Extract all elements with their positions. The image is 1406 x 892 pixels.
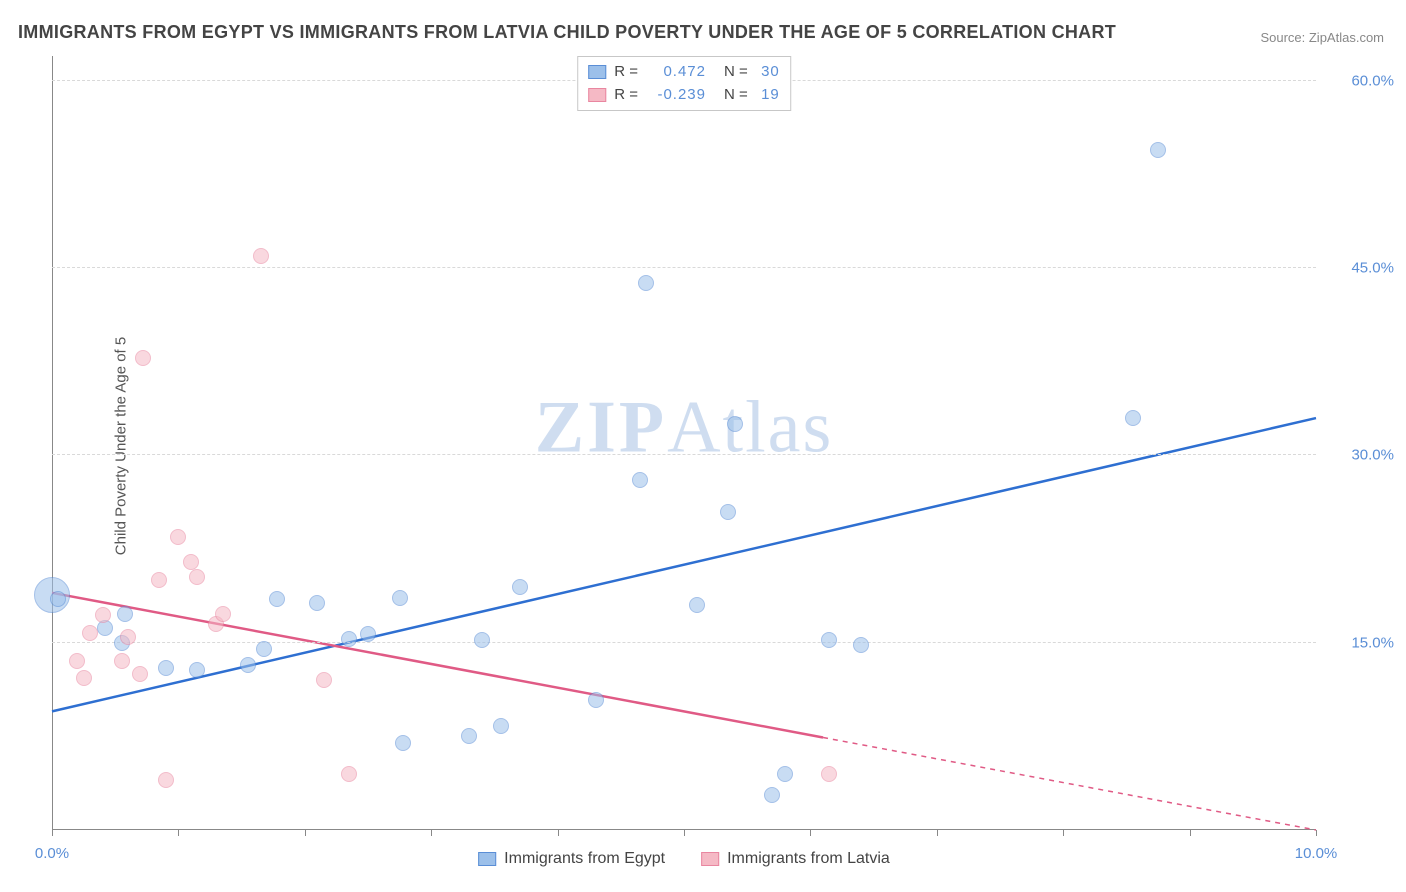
scatter-point xyxy=(638,275,654,291)
correlation-legend: R = 0.472 N = 30 R = -0.239 N = 19 xyxy=(577,56,791,111)
scatter-point xyxy=(170,529,186,545)
x-tick-mark xyxy=(558,830,559,836)
scatter-point xyxy=(240,657,256,673)
x-tick-mark xyxy=(305,830,306,836)
x-tick-mark xyxy=(52,830,53,836)
y-tick-label: 30.0% xyxy=(1351,447,1394,464)
swatch-series1 xyxy=(588,65,606,79)
scatter-point xyxy=(632,472,648,488)
x-tick-mark xyxy=(431,830,432,836)
scatter-point xyxy=(512,579,528,595)
y-tick-label: 15.0% xyxy=(1351,634,1394,651)
series1-name: Immigrants from Egypt xyxy=(504,850,665,868)
scatter-point xyxy=(777,766,793,782)
scatter-point xyxy=(1125,410,1141,426)
scatter-point xyxy=(821,766,837,782)
scatter-point xyxy=(95,607,111,623)
scatter-point xyxy=(151,572,167,588)
swatch-series2 xyxy=(588,88,606,102)
scatter-point xyxy=(493,718,509,734)
scatter-point xyxy=(395,735,411,751)
trend-lines-svg xyxy=(52,56,1316,830)
x-tick-mark xyxy=(937,830,938,836)
scatter-point xyxy=(316,672,332,688)
x-tick-mark xyxy=(1063,830,1064,836)
r-value-2: -0.239 xyxy=(646,84,706,107)
scatter-point xyxy=(269,591,285,607)
x-tick-label: 10.0% xyxy=(1295,845,1338,862)
r-label-2: R = xyxy=(614,84,638,107)
scatter-point xyxy=(309,595,325,611)
scatter-point xyxy=(821,632,837,648)
gridline xyxy=(52,267,1316,268)
scatter-point xyxy=(256,641,272,657)
scatter-point xyxy=(189,662,205,678)
x-tick-label: 0.0% xyxy=(35,845,69,862)
scatter-point xyxy=(135,350,151,366)
gridline xyxy=(52,454,1316,455)
scatter-point xyxy=(341,631,357,647)
x-tick-mark xyxy=(1316,830,1317,836)
n-label-2: N = xyxy=(724,84,748,107)
r-label-1: R = xyxy=(614,61,638,84)
scatter-point xyxy=(215,606,231,622)
source-attribution: Source: ZipAtlas.com xyxy=(1260,30,1384,45)
scatter-point xyxy=(158,660,174,676)
y-tick-label: 45.0% xyxy=(1351,260,1394,277)
scatter-point xyxy=(588,692,604,708)
legend-item-series1: Immigrants from Egypt xyxy=(478,850,665,868)
series2-name: Immigrants from Latvia xyxy=(727,850,890,868)
x-tick-mark xyxy=(684,830,685,836)
scatter-point xyxy=(253,248,269,264)
n-value-1: 30 xyxy=(756,61,780,84)
scatter-point xyxy=(341,766,357,782)
scatter-point xyxy=(69,653,85,669)
trend-line-dashed xyxy=(823,737,1316,830)
scatter-point xyxy=(720,504,736,520)
legend-row-series2: R = -0.239 N = 19 xyxy=(588,84,780,107)
scatter-point xyxy=(461,728,477,744)
scatter-point xyxy=(183,554,199,570)
scatter-point xyxy=(132,666,148,682)
scatter-point xyxy=(189,569,205,585)
scatter-point xyxy=(853,637,869,653)
x-tick-mark xyxy=(178,830,179,836)
n-label-1: N = xyxy=(724,61,748,84)
scatter-point xyxy=(727,416,743,432)
scatter-point xyxy=(114,653,130,669)
scatter-point xyxy=(474,632,490,648)
scatter-point xyxy=(764,787,780,803)
scatter-point xyxy=(76,670,92,686)
chart-title: IMMIGRANTS FROM EGYPT VS IMMIGRANTS FROM… xyxy=(18,22,1116,43)
plot-area: ZIPAtlas 15.0%30.0%45.0%60.0%0.0%10.0% xyxy=(52,56,1316,830)
x-tick-mark xyxy=(1190,830,1191,836)
y-tick-label: 60.0% xyxy=(1351,72,1394,89)
series-legend: Immigrants from Egypt Immigrants from La… xyxy=(478,850,890,868)
swatch-series1-bottom xyxy=(478,852,496,866)
scatter-point xyxy=(50,591,66,607)
plot-container: ZIPAtlas 15.0%30.0%45.0%60.0%0.0%10.0% R… xyxy=(52,56,1316,830)
scatter-point xyxy=(1150,142,1166,158)
scatter-point xyxy=(158,772,174,788)
scatter-point xyxy=(689,597,705,613)
gridline xyxy=(52,642,1316,643)
scatter-point xyxy=(360,626,376,642)
scatter-point xyxy=(392,590,408,606)
legend-item-series2: Immigrants from Latvia xyxy=(701,850,890,868)
scatter-point xyxy=(117,606,133,622)
n-value-2: 19 xyxy=(756,84,780,107)
x-tick-mark xyxy=(810,830,811,836)
scatter-point xyxy=(82,625,98,641)
r-value-1: 0.472 xyxy=(646,61,706,84)
swatch-series2-bottom xyxy=(701,852,719,866)
legend-row-series1: R = 0.472 N = 30 xyxy=(588,61,780,84)
scatter-point xyxy=(120,629,136,645)
